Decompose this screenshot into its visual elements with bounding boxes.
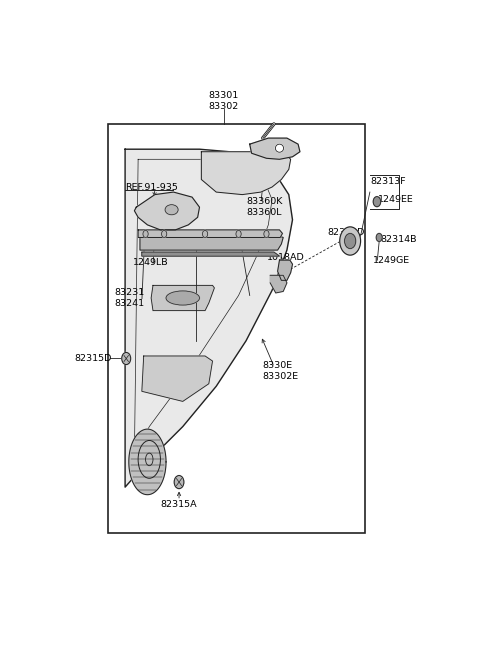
Polygon shape [277,260,292,280]
Circle shape [203,231,208,238]
Polygon shape [250,138,300,159]
Ellipse shape [276,144,284,152]
Polygon shape [138,230,282,238]
Text: 83301
83302: 83301 83302 [208,91,239,111]
Polygon shape [125,149,292,487]
Text: REF.91-935: REF.91-935 [125,183,178,191]
Text: 82314B: 82314B [380,236,417,244]
Circle shape [174,476,184,489]
Circle shape [345,233,356,248]
Bar [108,124,365,533]
Text: 82315D: 82315D [74,354,111,363]
Polygon shape [202,152,290,195]
Ellipse shape [166,291,200,305]
Text: 8330E
83302E: 8330E 83302E [263,361,299,381]
Polygon shape [134,192,200,230]
Polygon shape [129,429,166,495]
Circle shape [340,227,360,255]
Ellipse shape [165,204,178,215]
Polygon shape [270,275,287,293]
Circle shape [264,231,269,238]
Circle shape [143,231,148,238]
Circle shape [373,196,381,207]
Circle shape [162,231,167,238]
Text: 1018AD: 1018AD [266,253,304,262]
Polygon shape [142,252,279,256]
Polygon shape [151,286,215,310]
Polygon shape [142,356,213,402]
Circle shape [122,352,131,365]
Circle shape [376,233,382,242]
Text: 83231
83241: 83231 83241 [114,288,144,308]
Text: 82318D: 82318D [328,228,365,237]
Circle shape [236,231,241,238]
Text: 1249LB: 1249LB [132,258,168,267]
Text: 82315A: 82315A [161,500,197,510]
Text: 1249GE: 1249GE [372,255,409,265]
Text: 1249EE: 1249EE [378,195,414,204]
Polygon shape [140,235,283,250]
Text: 82313F: 82313F [371,178,406,187]
Text: 83360K
83360L: 83360K 83360L [246,197,282,217]
